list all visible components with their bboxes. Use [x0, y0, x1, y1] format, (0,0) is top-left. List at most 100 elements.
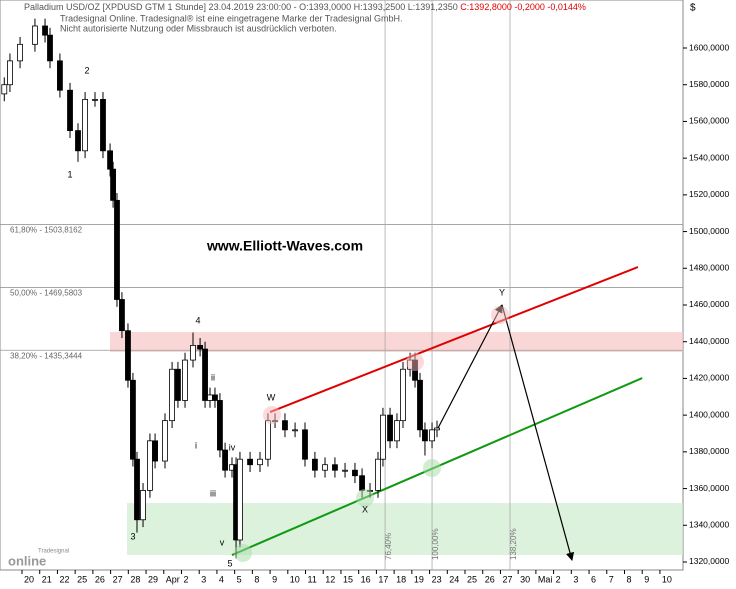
wave-label: X — [362, 504, 368, 514]
candle-body — [32, 25, 38, 45]
candle-body — [207, 394, 213, 401]
candle-body — [352, 469, 358, 477]
header: Palladium USD/OZ [XPDUSD GTM 1 Stunde] 2… — [24, 2, 586, 12]
x-tick-label: 22 — [59, 574, 69, 584]
candle-body — [114, 199, 120, 300]
x-tick-label: 26 — [95, 574, 105, 584]
candle-body — [422, 429, 428, 442]
candle-body — [190, 344, 196, 361]
wave-label: 5 — [227, 558, 232, 568]
candle-body — [92, 99, 98, 101]
candle-body — [265, 420, 271, 460]
logo: online — [8, 553, 46, 568]
candle-body — [429, 429, 435, 442]
candle-body — [119, 299, 125, 332]
candle-body — [417, 379, 423, 431]
candle-body — [134, 458, 140, 521]
highlight — [406, 353, 424, 371]
y-tick-label: 1460,0000 — [689, 299, 729, 309]
candle-body — [7, 60, 13, 86]
candle-body — [237, 458, 243, 541]
wave-label: 4 — [195, 315, 200, 325]
x-tick-label: 27 — [113, 574, 123, 584]
y-tick-label: 1340,0000 — [689, 520, 729, 530]
x-tick-label: 24 — [449, 574, 459, 584]
candle-body — [257, 458, 263, 466]
x-tick-label: 6 — [591, 574, 596, 584]
candle-body — [212, 394, 218, 401]
candle-body — [322, 464, 328, 471]
zone — [110, 331, 683, 352]
header-change: C:1392,8000 -0,2000 -0,0144% — [460, 2, 586, 12]
candle-body — [1, 84, 8, 95]
y-tick-label: 1320,0000 — [689, 556, 729, 566]
y-tick-label: 1420,0000 — [689, 373, 729, 383]
x-tick-label: 19 — [414, 574, 424, 584]
candle-body — [152, 440, 158, 462]
wave-label: 2 — [84, 65, 89, 75]
y-tick-label: 1500,0000 — [689, 226, 729, 236]
candle-body — [169, 368, 175, 422]
x-tick-label: 20 — [24, 574, 34, 584]
time-label: 100,00% — [431, 528, 440, 560]
x-tick-label: 12 — [325, 574, 335, 584]
x-tick-label: 3 — [201, 574, 206, 584]
candle-body — [302, 429, 308, 460]
y-tick-label: 1440,0000 — [689, 336, 729, 346]
highlight — [423, 459, 441, 477]
candle-body — [222, 449, 228, 471]
x-tick-label: 4 — [219, 574, 224, 584]
candle-body — [202, 348, 208, 401]
x-tick-label: 9 — [272, 574, 277, 584]
candle-body — [292, 429, 298, 432]
trend-line — [501, 304, 575, 561]
x-tick-label: 16 — [361, 574, 371, 584]
candle-body — [42, 25, 48, 36]
y-tick-label: 1600,0000 — [689, 42, 729, 52]
candle-body — [182, 359, 188, 401]
x-tick-label: 15 — [343, 574, 353, 584]
candle-body — [247, 458, 253, 466]
currency: $ — [690, 3, 696, 14]
wave-label: iii — [210, 488, 216, 498]
x-tick-label: 3 — [573, 574, 578, 584]
trend-line — [436, 304, 503, 431]
x-tick-label: 8 — [254, 574, 259, 584]
candle-body — [100, 99, 106, 152]
highlight — [263, 406, 281, 424]
trend-line — [269, 266, 639, 413]
x-tick-label: 21 — [42, 574, 52, 584]
candle-body — [380, 414, 386, 460]
candle-body — [400, 368, 406, 422]
candle-body — [175, 368, 181, 401]
candle-body — [434, 427, 440, 431]
wave-label: iv — [229, 442, 236, 452]
y-tick-label: 1360,0000 — [689, 483, 729, 493]
x-tick-label: 10 — [662, 574, 672, 584]
y-tick-label: 1400,0000 — [689, 409, 729, 419]
wave-label: v — [220, 537, 225, 547]
candle-body — [75, 130, 81, 152]
subtitle: Nicht autorisierte Nutzung oder Missbrau… — [60, 23, 337, 33]
x-tick-label: 9 — [644, 574, 649, 584]
x-tick-label: 5 — [237, 574, 242, 584]
wave-label: 1 — [67, 169, 72, 179]
plot-area — [0, 0, 684, 571]
candle-body — [147, 440, 153, 491]
y-tick-label: 1480,0000 — [689, 263, 729, 273]
x-tick-label: Apr — [166, 574, 180, 584]
candle-body — [332, 464, 338, 471]
x-tick-label: 25 — [467, 574, 477, 584]
x-tick-label: 26 — [485, 574, 495, 584]
subtitle: Tradesignal Online. Tradesignal® ist ein… — [60, 13, 402, 23]
x-tick-label: 7 — [609, 574, 614, 584]
x-tick-label: 11 — [308, 574, 317, 584]
y-tick-label: 1520,0000 — [689, 189, 729, 199]
x-tick-label: 10 — [290, 574, 300, 584]
wave-label: Y — [499, 287, 505, 297]
candle-body — [342, 469, 348, 472]
zone — [127, 503, 683, 556]
candle-body — [125, 330, 131, 381]
x-tick-label: 29 — [148, 574, 158, 584]
